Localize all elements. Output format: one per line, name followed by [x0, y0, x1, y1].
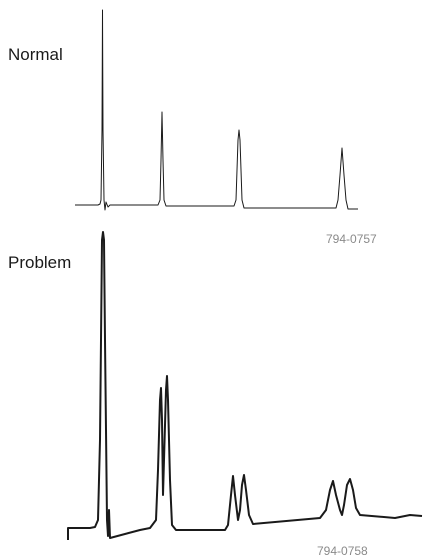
normal-chromatogram-trace	[75, 9, 358, 211]
normal-figure-code: 794-0757	[326, 232, 377, 246]
problem-figure-code: 794-0758	[317, 544, 368, 558]
normal-chromatogram-label: Normal	[8, 45, 63, 64]
problem-chromatogram-trace	[67, 231, 423, 540]
problem-chromatogram-label: Problem	[8, 253, 72, 272]
